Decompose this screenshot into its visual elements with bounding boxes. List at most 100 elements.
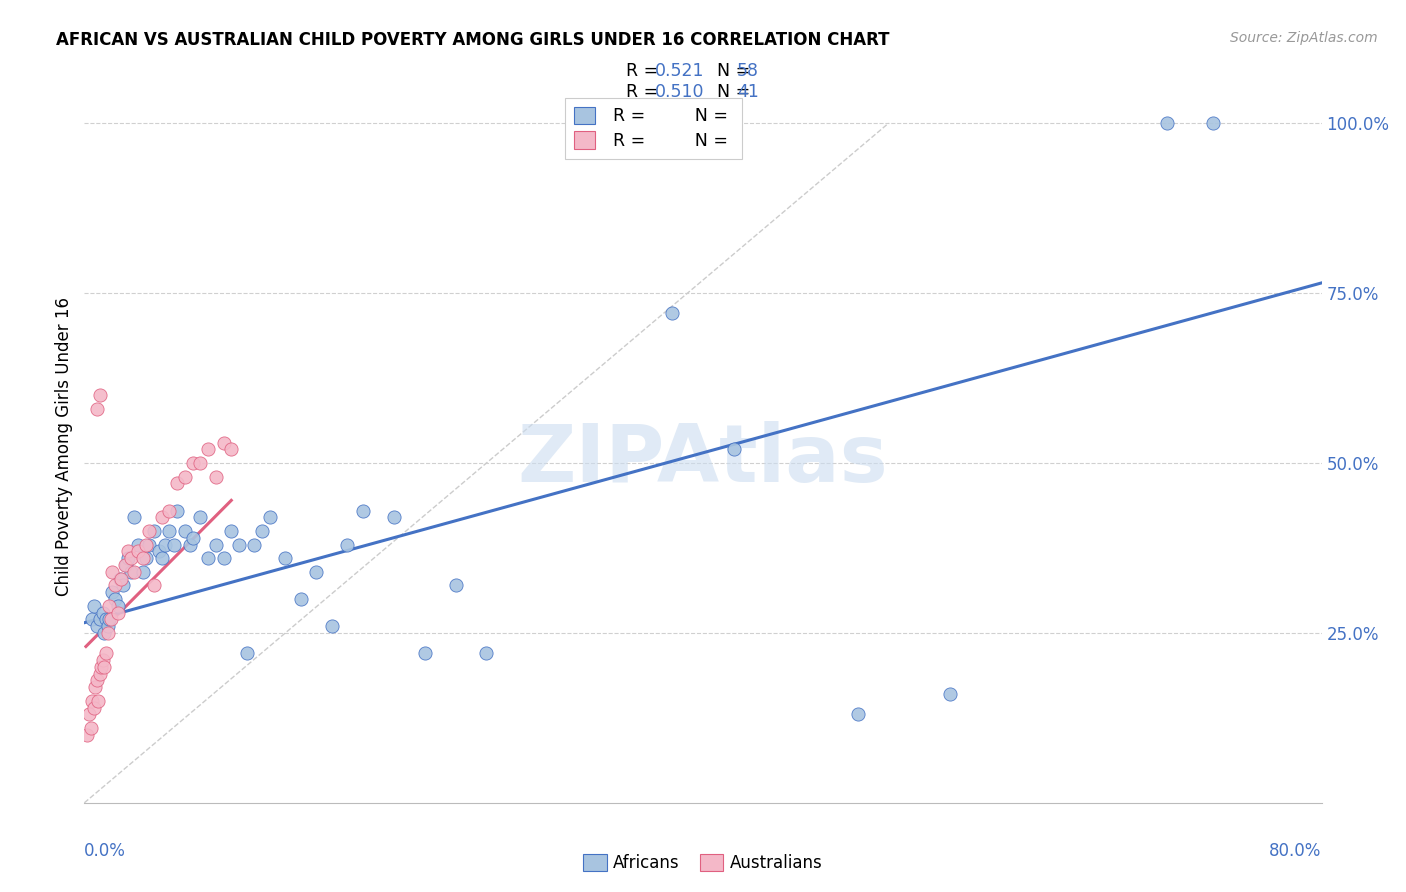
Point — [132, 551, 155, 566]
Point — [219, 524, 242, 538]
Point — [86, 673, 108, 688]
Point — [197, 442, 219, 457]
Text: N =: N = — [706, 62, 755, 80]
Point — [846, 707, 869, 722]
Point — [150, 510, 173, 524]
Y-axis label: Child Poverty Among Girls Under 16: Child Poverty Among Girls Under 16 — [55, 296, 73, 596]
Point — [120, 565, 142, 579]
Point — [259, 510, 281, 524]
Point — [475, 646, 498, 660]
Text: AFRICAN VS AUSTRALIAN CHILD POVERTY AMONG GIRLS UNDER 16 CORRELATION CHART: AFRICAN VS AUSTRALIAN CHILD POVERTY AMON… — [56, 31, 890, 49]
Point — [107, 599, 129, 613]
Point — [212, 435, 235, 450]
Point — [163, 537, 186, 551]
Point — [250, 524, 273, 538]
Point — [117, 551, 139, 566]
Point — [104, 578, 127, 592]
Text: R =: R = — [626, 62, 664, 80]
Point — [143, 524, 166, 538]
Point — [79, 721, 101, 735]
Point — [174, 524, 197, 538]
Point — [939, 687, 962, 701]
Text: 41: 41 — [737, 83, 759, 101]
Point — [132, 565, 155, 579]
Point — [336, 537, 359, 551]
Point — [382, 510, 405, 524]
Point — [108, 572, 131, 586]
Point — [96, 619, 118, 633]
Point — [91, 653, 114, 667]
Point — [159, 503, 180, 517]
Point — [91, 606, 114, 620]
Point — [82, 694, 104, 708]
Point — [166, 476, 188, 491]
Point — [110, 572, 132, 586]
Point — [112, 578, 135, 592]
Text: R =: R = — [626, 83, 664, 101]
Point — [166, 503, 188, 517]
Point — [120, 551, 142, 566]
Point — [228, 537, 250, 551]
Point — [96, 626, 118, 640]
Point — [274, 551, 297, 566]
Point — [122, 565, 145, 579]
Point — [84, 680, 107, 694]
Point — [205, 469, 228, 483]
Point — [101, 565, 124, 579]
Point — [76, 728, 98, 742]
Text: ZIPAtlas: ZIPAtlas — [517, 421, 889, 500]
Point — [661, 306, 683, 320]
Point — [444, 578, 467, 592]
Point — [174, 469, 197, 483]
Point — [143, 578, 166, 592]
Point — [135, 537, 157, 551]
Point — [93, 660, 115, 674]
Point — [115, 558, 138, 572]
Text: 0.0%: 0.0% — [84, 842, 127, 860]
Point — [98, 612, 121, 626]
Point — [153, 537, 176, 551]
Text: 0.521: 0.521 — [655, 62, 704, 80]
Point — [93, 626, 115, 640]
Point — [114, 558, 136, 572]
Legend: Africans, Australians: Africans, Australians — [575, 846, 831, 880]
Text: Source: ZipAtlas.com: Source: ZipAtlas.com — [1230, 31, 1378, 45]
Point — [159, 524, 180, 538]
Point — [188, 456, 211, 470]
Point — [181, 456, 204, 470]
Point — [179, 537, 201, 551]
Point — [89, 612, 111, 626]
Point — [100, 612, 122, 626]
Point — [77, 707, 100, 722]
Point — [104, 591, 127, 606]
Point — [205, 537, 228, 551]
Text: 80.0%: 80.0% — [1270, 842, 1322, 860]
Point — [219, 442, 242, 457]
Text: 0.510: 0.510 — [655, 83, 704, 101]
Point — [127, 537, 149, 551]
Point — [83, 599, 105, 613]
Point — [197, 551, 219, 566]
Point — [321, 619, 343, 633]
Point — [1202, 116, 1225, 130]
Point — [181, 531, 204, 545]
Point — [305, 565, 328, 579]
Point — [290, 591, 312, 606]
Point — [723, 442, 745, 457]
Point — [98, 599, 121, 613]
Point — [212, 551, 235, 566]
Point — [94, 612, 117, 626]
Point — [138, 524, 160, 538]
Point — [83, 700, 105, 714]
Point — [90, 660, 112, 674]
Point — [150, 551, 173, 566]
Point — [138, 537, 160, 551]
Point — [243, 537, 266, 551]
Point — [135, 551, 157, 566]
Point — [82, 612, 104, 626]
Point — [352, 503, 374, 517]
Point — [117, 544, 139, 558]
Point — [86, 401, 108, 416]
Point — [101, 585, 124, 599]
Point — [87, 694, 110, 708]
